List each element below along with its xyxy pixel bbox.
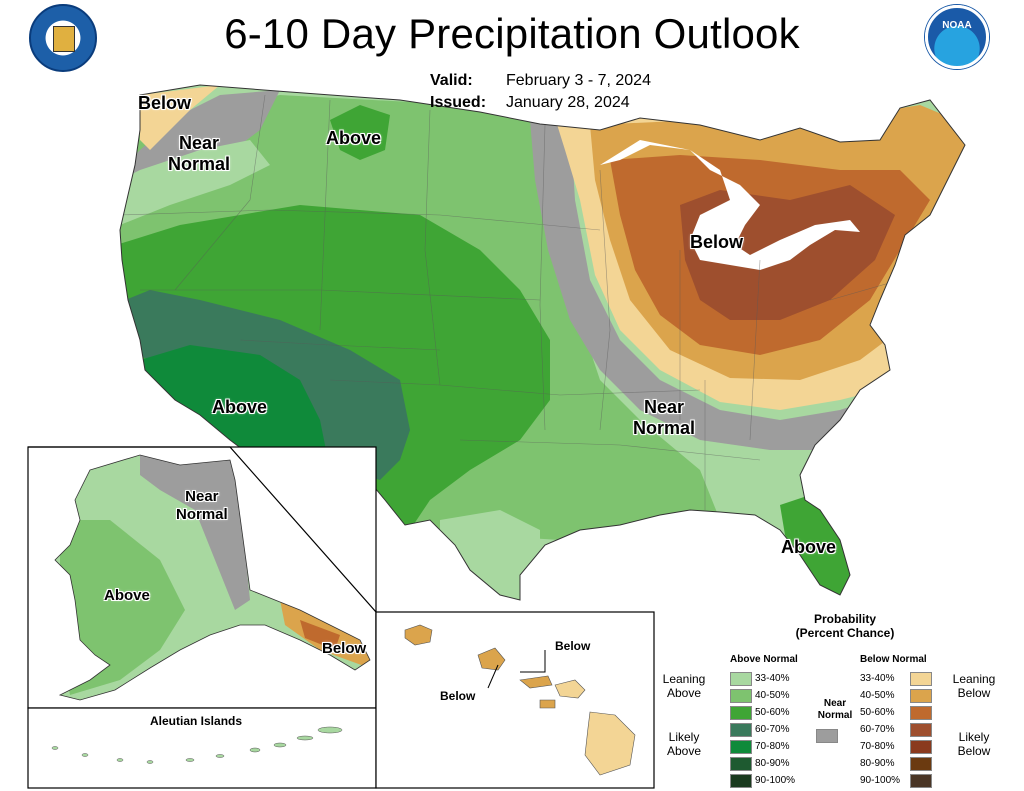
label-alaska-near-line1: Near — [185, 488, 219, 505]
legend-above-range-label-6: 90-100% — [755, 775, 796, 786]
legend-below-range-label-6: 90-100% — [860, 775, 901, 786]
legend-leaning-above-2: Above — [666, 686, 702, 700]
label-above-southwest: Above — [212, 397, 268, 417]
label-near-normal-nw-line2: Normal — [168, 154, 231, 174]
legend-likely-below: Likely Below — [945, 730, 1003, 758]
legend-above-range-label-0: 33-40% — [755, 673, 790, 684]
label-near-normal-se-line1: Near — [643, 397, 685, 417]
label-near-normal-se-line2: Normal — [633, 418, 696, 438]
noaa-logo-text: NOAA — [942, 20, 972, 31]
label-above-florida: Above — [781, 537, 837, 557]
legend-below-swatch-4 — [910, 740, 932, 754]
doc-seal-icon — [29, 4, 97, 72]
label-alaska-above: Above — [104, 587, 150, 604]
legend-likely-above-1: Likely — [668, 730, 700, 744]
legend-title-line2: (Percent Chance) — [795, 626, 895, 640]
legend-above-range-label-4: 70-80% — [755, 741, 790, 752]
label-near-normal-nw-line1: Near — [178, 133, 220, 153]
legend-below-range-label-3: 60-70% — [860, 724, 895, 735]
legend-below-swatch-5 — [910, 757, 932, 771]
label-aleutian-islands: Aleutian Islands — [150, 714, 243, 728]
legend-above-swatch-5 — [730, 757, 752, 771]
legend-swatch-near-normal — [816, 729, 838, 743]
issued-label: Issued: — [430, 94, 487, 111]
legend-leaning-below-1: Leaning — [952, 672, 996, 686]
legend-below-swatch-3 — [910, 723, 932, 737]
legend-likely-above-2: Above — [666, 744, 702, 758]
legend-leaning-below: Leaning Below — [945, 672, 1003, 700]
legend-title: Probability (Percent Chance) — [745, 612, 945, 640]
label-alaska-near-normal: Near Normal — [176, 488, 228, 524]
legend-likely-below-2: Below — [957, 744, 991, 758]
legend-likely-below-1: Likely — [958, 730, 990, 744]
legend-above-swatch-1 — [730, 689, 752, 703]
legend-below-range-label-5: 80-90% — [860, 758, 895, 769]
legend: Probability (Percent Chance) Above Norma… — [655, 612, 1015, 788]
legend-above-swatch-0 — [730, 672, 752, 686]
label-hawaii-below-2: Below — [555, 639, 591, 653]
legend-near-normal-2: Normal — [817, 710, 853, 721]
valid-label: Valid: — [430, 72, 473, 89]
label-alaska-below: Below — [322, 640, 367, 657]
legend-above-range-label-3: 60-70% — [755, 724, 790, 735]
legend-near-normal-1: Near — [823, 698, 847, 709]
legend-above-swatch-4 — [730, 740, 752, 754]
legend-below-range-label-1: 40-50% — [860, 690, 895, 701]
legend-below-swatch-2 — [910, 706, 932, 720]
page-title: 6-10 Day Precipitation Outlook — [224, 10, 800, 57]
legend-title-line1: Probability — [813, 612, 876, 626]
label-below-greatlakes: Below — [690, 232, 744, 252]
legend-near-normal: Near Normal — [810, 698, 860, 722]
subtitle: Valid: February 3 - 7, 2024 Issued: Januar… — [430, 70, 651, 114]
legend-below-swatch-6 — [910, 774, 932, 788]
legend-below-range-label-0: 33-40% — [860, 673, 895, 684]
legend-below-swatch-0 — [910, 672, 932, 686]
legend-above-header: Above Normal — [730, 654, 798, 665]
legend-above-swatch-6 — [730, 774, 752, 788]
legend-likely-above: Likely Above — [655, 730, 713, 758]
legend-above-range-label-2: 50-60% — [755, 707, 790, 718]
label-above-north: Above — [326, 128, 382, 148]
noaa-logo-icon: NOAA — [925, 5, 989, 69]
legend-above-range-label-5: 80-90% — [755, 758, 790, 769]
legend-below-range-label-2: 50-60% — [860, 707, 895, 718]
issued-value: January 28, 2024 — [506, 94, 630, 111]
legend-below-range-label-4: 70-80% — [860, 741, 895, 752]
label-near-normal-se: Near Normal — [633, 397, 695, 439]
legend-above-swatch-2 — [730, 706, 752, 720]
label-near-normal-nw: Near Normal — [168, 133, 230, 175]
valid-value: February 3 - 7, 2024 — [506, 72, 651, 89]
legend-above-swatch-3 — [730, 723, 752, 737]
legend-leaning-above: Leaning Above — [655, 672, 713, 700]
label-hawaii-below-1: Below — [440, 689, 476, 703]
label-below-nw: Below — [138, 93, 192, 113]
legend-leaning-above-1: Leaning — [662, 672, 706, 686]
legend-below-swatch-1 — [910, 689, 932, 703]
legend-above-range-label-1: 40-50% — [755, 690, 790, 701]
legend-leaning-below-2: Below — [957, 686, 991, 700]
label-alaska-near-line2: Normal — [176, 506, 228, 523]
legend-below-header: Below Normal — [860, 654, 927, 665]
